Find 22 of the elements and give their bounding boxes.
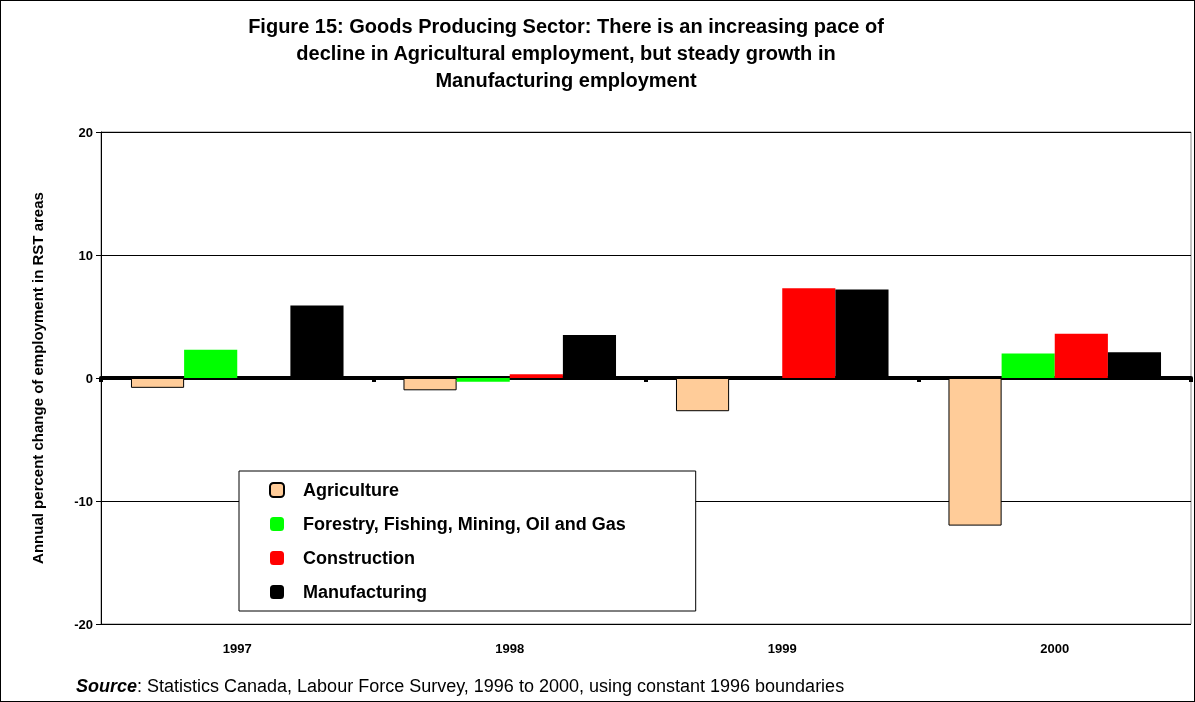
x-tick-label: 1999 <box>767 641 797 656</box>
bar <box>1001 353 1055 378</box>
bar <box>509 374 563 378</box>
x-tick-label: 2000 <box>1040 641 1070 656</box>
bar <box>456 378 510 382</box>
source-note: Source: Statistics Canada, Labour Force Survey, 1996 to 2000, using constant 1996 boundaries <box>76 676 845 696</box>
y-tick-label: 10 <box>78 247 93 263</box>
bar <box>184 349 238 378</box>
bar <box>1054 333 1108 378</box>
chart-title: Figure 15: Goods Producing Sector: There is an increasing pace of decline in Agricultural employment, but steady growth in Manufacturing employment <box>248 14 885 91</box>
legend-label: Manufacturing <box>303 582 427 602</box>
y-axis-title: Annual percent change of employment in RST areas <box>29 192 46 564</box>
y-tick-label: -10 <box>74 493 93 509</box>
bar <box>782 288 836 378</box>
y-tick-label: 20 <box>78 124 93 140</box>
y-tick-label: -20 <box>74 616 93 632</box>
legend-label: Forestry, Fishing, Mining, Oil and Gas <box>303 514 626 534</box>
x-tick-label: 1997 <box>222 641 252 656</box>
legend-label: Agriculture <box>303 480 400 500</box>
y-tick-label: 0 <box>85 370 93 386</box>
x-tick-label: 1998 <box>495 641 525 656</box>
legend-label: Construction <box>303 548 415 568</box>
